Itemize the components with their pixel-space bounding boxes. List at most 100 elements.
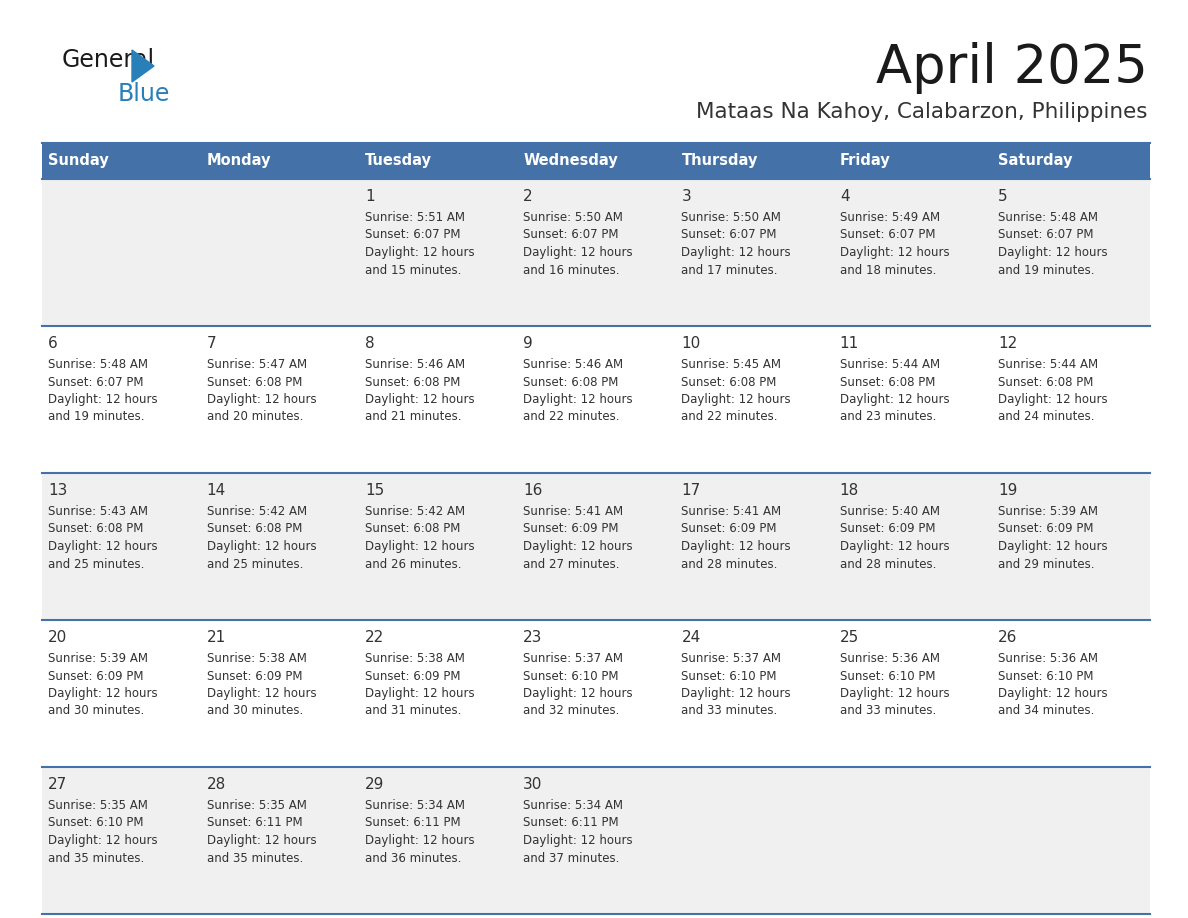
Text: Daylight: 12 hours: Daylight: 12 hours [998,393,1107,406]
Text: and 19 minutes.: and 19 minutes. [49,410,145,423]
Text: 8: 8 [365,336,374,351]
Text: Friday: Friday [840,153,891,169]
Text: Sunday: Sunday [49,153,109,169]
Text: Sunset: 6:08 PM: Sunset: 6:08 PM [840,375,935,388]
Text: Sunrise: 5:46 AM: Sunrise: 5:46 AM [365,358,465,371]
Text: 2: 2 [523,189,532,204]
Text: 12: 12 [998,336,1017,351]
Text: Daylight: 12 hours: Daylight: 12 hours [207,687,316,700]
Text: and 34 minutes.: and 34 minutes. [998,704,1094,718]
Text: and 24 minutes.: and 24 minutes. [998,410,1094,423]
Text: Daylight: 12 hours: Daylight: 12 hours [840,246,949,259]
Text: 26: 26 [998,630,1017,645]
Text: and 22 minutes.: and 22 minutes. [682,410,778,423]
Text: Sunset: 6:10 PM: Sunset: 6:10 PM [840,669,935,682]
Text: Sunrise: 5:45 AM: Sunrise: 5:45 AM [682,358,782,371]
Bar [42,179,1150,326]
Text: Sunrise: 5:35 AM: Sunrise: 5:35 AM [207,799,307,812]
Text: Daylight: 12 hours: Daylight: 12 hours [49,540,158,553]
Text: Sunset: 6:08 PM: Sunset: 6:08 PM [998,375,1093,388]
Text: Sunrise: 5:44 AM: Sunrise: 5:44 AM [998,358,1098,371]
Text: Sunset: 6:10 PM: Sunset: 6:10 PM [682,669,777,682]
Text: Daylight: 12 hours: Daylight: 12 hours [523,393,633,406]
Text: 28: 28 [207,777,226,792]
Text: and 35 minutes.: and 35 minutes. [49,852,145,865]
Text: 6: 6 [49,336,58,351]
Text: Daylight: 12 hours: Daylight: 12 hours [207,540,316,553]
Text: Sunrise: 5:43 AM: Sunrise: 5:43 AM [49,505,148,518]
Text: and 25 minutes.: and 25 minutes. [207,557,303,570]
Text: Daylight: 12 hours: Daylight: 12 hours [207,393,316,406]
Text: 27: 27 [49,777,68,792]
Text: Daylight: 12 hours: Daylight: 12 hours [682,687,791,700]
Text: Sunset: 6:09 PM: Sunset: 6:09 PM [365,669,461,682]
Text: Sunrise: 5:34 AM: Sunrise: 5:34 AM [523,799,624,812]
Text: Daylight: 12 hours: Daylight: 12 hours [49,687,158,700]
Text: Saturday: Saturday [998,153,1073,169]
Text: Sunset: 6:07 PM: Sunset: 6:07 PM [49,375,144,388]
Text: General: General [62,48,156,72]
Text: Tuesday: Tuesday [365,153,432,169]
Text: Sunset: 6:09 PM: Sunset: 6:09 PM [207,669,302,682]
Text: 17: 17 [682,483,701,498]
Text: Sunset: 6:08 PM: Sunset: 6:08 PM [365,375,460,388]
Text: 1: 1 [365,189,374,204]
Text: Daylight: 12 hours: Daylight: 12 hours [49,834,158,847]
Text: Sunrise: 5:37 AM: Sunrise: 5:37 AM [523,652,624,665]
Text: 15: 15 [365,483,384,498]
Text: and 36 minutes.: and 36 minutes. [365,852,461,865]
Text: Sunrise: 5:48 AM: Sunrise: 5:48 AM [998,211,1098,224]
Text: Thursday: Thursday [682,153,758,169]
Text: Sunset: 6:09 PM: Sunset: 6:09 PM [523,522,619,535]
Text: Sunrise: 5:47 AM: Sunrise: 5:47 AM [207,358,307,371]
Text: Daylight: 12 hours: Daylight: 12 hours [365,540,474,553]
Text: Sunset: 6:09 PM: Sunset: 6:09 PM [840,522,935,535]
Text: Daylight: 12 hours: Daylight: 12 hours [682,246,791,259]
Text: Sunrise: 5:34 AM: Sunrise: 5:34 AM [365,799,465,812]
Text: Daylight: 12 hours: Daylight: 12 hours [365,687,474,700]
Text: and 30 minutes.: and 30 minutes. [49,704,145,718]
Polygon shape [132,50,154,82]
Text: Sunrise: 5:39 AM: Sunrise: 5:39 AM [998,505,1098,518]
Text: 29: 29 [365,777,384,792]
Text: Sunset: 6:11 PM: Sunset: 6:11 PM [207,816,302,830]
Text: Sunset: 6:07 PM: Sunset: 6:07 PM [523,229,619,241]
Text: Sunset: 6:10 PM: Sunset: 6:10 PM [523,669,619,682]
Text: Sunset: 6:08 PM: Sunset: 6:08 PM [207,375,302,388]
Text: Sunrise: 5:50 AM: Sunrise: 5:50 AM [523,211,623,224]
Text: Daylight: 12 hours: Daylight: 12 hours [840,687,949,700]
Text: Daylight: 12 hours: Daylight: 12 hours [998,540,1107,553]
Bar [42,767,1150,914]
Text: and 37 minutes.: and 37 minutes. [523,852,620,865]
Text: 18: 18 [840,483,859,498]
Text: and 23 minutes.: and 23 minutes. [840,410,936,423]
Text: and 33 minutes.: and 33 minutes. [682,704,778,718]
Text: Daylight: 12 hours: Daylight: 12 hours [523,687,633,700]
Text: Sunrise: 5:36 AM: Sunrise: 5:36 AM [998,652,1098,665]
Text: Daylight: 12 hours: Daylight: 12 hours [998,687,1107,700]
Text: Sunrise: 5:42 AM: Sunrise: 5:42 AM [207,505,307,518]
Text: Sunset: 6:07 PM: Sunset: 6:07 PM [998,229,1093,241]
Text: Sunrise: 5:48 AM: Sunrise: 5:48 AM [49,358,148,371]
Text: 21: 21 [207,630,226,645]
Text: and 35 minutes.: and 35 minutes. [207,852,303,865]
Text: 14: 14 [207,483,226,498]
Text: Sunrise: 5:46 AM: Sunrise: 5:46 AM [523,358,624,371]
Text: Sunrise: 5:35 AM: Sunrise: 5:35 AM [49,799,148,812]
Text: Mataas Na Kahoy, Calabarzon, Philippines: Mataas Na Kahoy, Calabarzon, Philippines [696,102,1148,122]
Text: Daylight: 12 hours: Daylight: 12 hours [365,834,474,847]
Text: 22: 22 [365,630,384,645]
Text: 23: 23 [523,630,543,645]
Text: Daylight: 12 hours: Daylight: 12 hours [523,246,633,259]
Text: and 30 minutes.: and 30 minutes. [207,704,303,718]
Text: Sunset: 6:11 PM: Sunset: 6:11 PM [523,816,619,830]
Text: 25: 25 [840,630,859,645]
Text: Daylight: 12 hours: Daylight: 12 hours [682,393,791,406]
Text: and 27 minutes.: and 27 minutes. [523,557,620,570]
Text: and 26 minutes.: and 26 minutes. [365,557,461,570]
Text: and 25 minutes.: and 25 minutes. [49,557,145,570]
Text: Sunset: 6:08 PM: Sunset: 6:08 PM [207,522,302,535]
Text: Sunset: 6:11 PM: Sunset: 6:11 PM [365,816,461,830]
Bar [42,473,1150,620]
Text: Sunset: 6:07 PM: Sunset: 6:07 PM [840,229,935,241]
